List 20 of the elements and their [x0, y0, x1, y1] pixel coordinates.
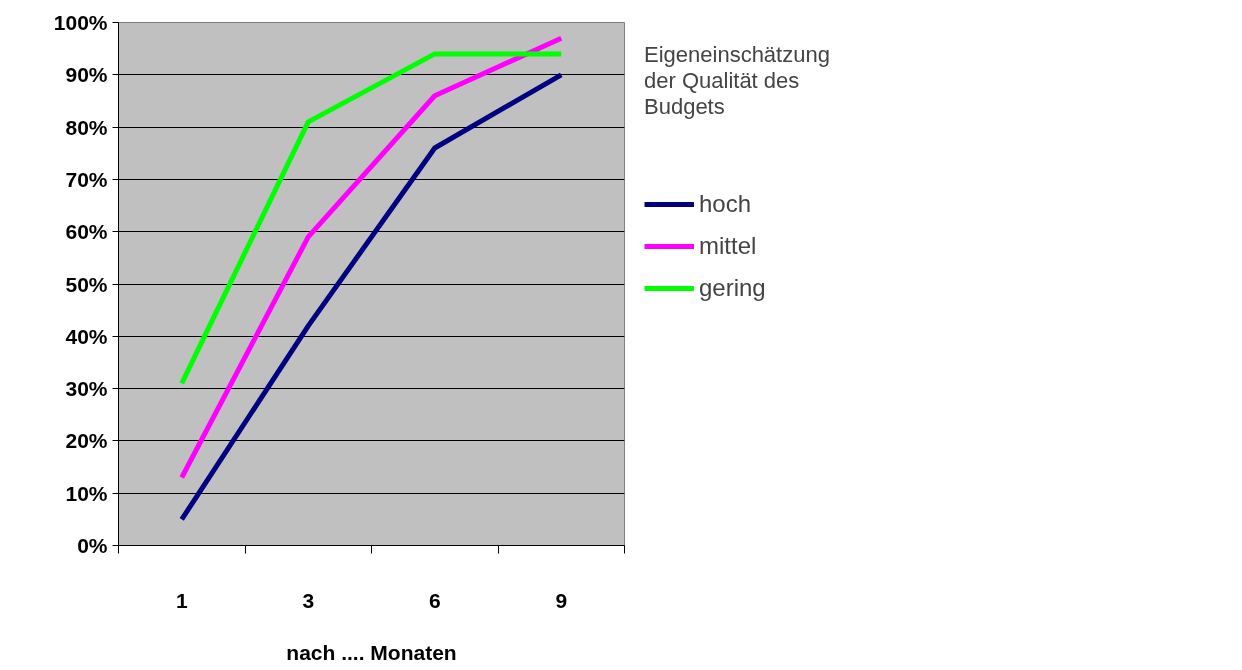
- x-axis-title: nach .... Monaten: [286, 640, 457, 664]
- y-tick-label: 20%: [65, 429, 108, 453]
- legend-label: gering: [699, 274, 766, 302]
- x-tick-label: 6: [428, 588, 441, 612]
- y-tick-label: 100%: [53, 11, 108, 34]
- y-tick-label: 40%: [65, 324, 108, 348]
- x-tick-label: 3: [302, 588, 315, 612]
- legend-label: mittel: [699, 232, 757, 260]
- x-tick-label: 9: [555, 588, 568, 612]
- legend-label: hoch: [699, 190, 752, 218]
- y-tick-label: 30%: [65, 377, 108, 401]
- legend-title: Eigeneinschätzung der Qualität des Budgets: [644, 42, 830, 120]
- y-tick-label: 10%: [65, 481, 108, 505]
- x-tick-label: 1: [175, 588, 188, 612]
- y-tick-label: 80%: [65, 115, 108, 139]
- y-tick-label: 70%: [65, 167, 108, 191]
- y-tick-label: 50%: [65, 272, 108, 296]
- y-tick-label: 0%: [77, 534, 108, 557]
- y-tick-label: 60%: [65, 220, 108, 244]
- y-tick-label: 90%: [65, 63, 108, 87]
